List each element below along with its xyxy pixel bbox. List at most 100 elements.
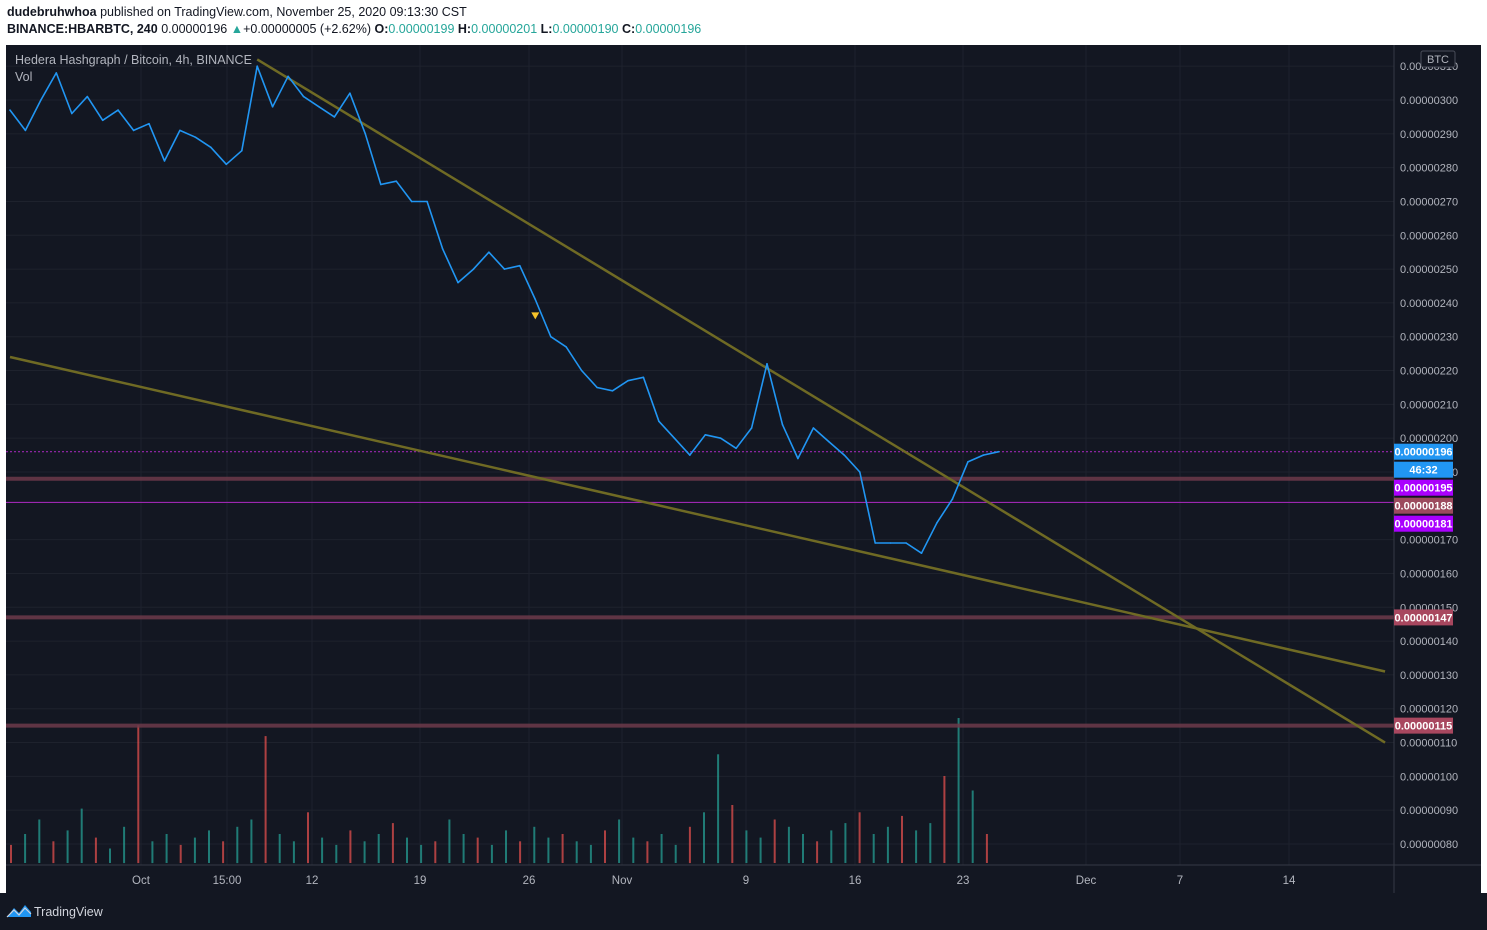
price-point bbox=[704, 434, 707, 436]
price-tick-label: 0.00000110 bbox=[1400, 738, 1457, 750]
volume-bar bbox=[222, 841, 225, 864]
volume-bar bbox=[292, 841, 295, 864]
volume-bar bbox=[773, 819, 776, 863]
open-value: 0.00000199 bbox=[388, 22, 455, 36]
volume-bar bbox=[151, 841, 154, 864]
price-point bbox=[936, 521, 938, 524]
currency-badge-box[interactable] bbox=[1420, 50, 1456, 68]
volume-bar bbox=[250, 819, 253, 863]
price-point bbox=[658, 420, 660, 423]
price-point bbox=[24, 129, 27, 132]
level-badge-box bbox=[1394, 479, 1453, 496]
price-point bbox=[71, 112, 73, 115]
level-badge-box bbox=[1394, 717, 1453, 734]
price-point bbox=[472, 268, 475, 270]
signal-marker bbox=[531, 312, 540, 320]
level-badge-box bbox=[1394, 609, 1453, 626]
price-tick-label: 0.00000210 bbox=[1400, 399, 1458, 411]
volume-bar bbox=[24, 834, 27, 863]
volume-legend: Vol bbox=[15, 70, 32, 84]
price-point bbox=[982, 454, 985, 456]
volume-bar bbox=[52, 841, 55, 864]
price-tick-label: 0.00000080 bbox=[1400, 839, 1458, 851]
currency-badge[interactable]: BTC bbox=[1427, 54, 1449, 66]
price-point bbox=[828, 440, 830, 443]
price-point bbox=[349, 92, 351, 94]
price-point bbox=[859, 471, 861, 473]
volume-bar bbox=[505, 830, 507, 863]
time-tick-label: Dec bbox=[1076, 875, 1097, 887]
publish-header: dudebruhwhoa published on TradingView.co… bbox=[0, 0, 1487, 42]
volume-bar bbox=[886, 826, 889, 864]
volume-bar bbox=[957, 718, 960, 863]
volume-bar bbox=[787, 826, 790, 864]
volume-bar bbox=[420, 844, 423, 863]
volume-bar bbox=[561, 834, 564, 863]
tradingview-brand[interactable]: TradingView bbox=[34, 905, 103, 919]
price-axis: 0.000003100.000003000.000002900.00000280… bbox=[1400, 61, 1458, 851]
price-chart[interactable]: 0.000003100.000003000.000002900.00000280… bbox=[6, 45, 1481, 893]
last-price: 0.00000196 bbox=[161, 22, 228, 36]
price-point bbox=[241, 149, 243, 152]
price-point bbox=[287, 75, 289, 78]
price-point bbox=[874, 542, 876, 544]
time-tick-label: 9 bbox=[743, 875, 749, 887]
volume-bar bbox=[717, 754, 720, 864]
price-tick-label: 0.00000140 bbox=[1400, 636, 1458, 648]
time-tick-label: 16 bbox=[849, 875, 862, 887]
price-point bbox=[132, 129, 135, 132]
price-point bbox=[488, 251, 490, 253]
price-tick-label: 0.00000260 bbox=[1400, 230, 1458, 242]
volume-bar bbox=[363, 841, 366, 864]
price-point bbox=[905, 542, 907, 544]
price-point bbox=[457, 281, 459, 284]
level-badge: 0.00000147 bbox=[1394, 612, 1452, 624]
price-point bbox=[719, 437, 722, 440]
volume-bar bbox=[646, 841, 649, 864]
volume-bar bbox=[335, 844, 338, 863]
volume-bar bbox=[872, 834, 875, 863]
price-point bbox=[951, 498, 954, 500]
price-point bbox=[642, 376, 645, 379]
volume-bar bbox=[109, 848, 111, 863]
price-point bbox=[86, 95, 89, 98]
last-price-badge-box bbox=[1394, 443, 1453, 460]
volume-bar bbox=[434, 841, 437, 864]
volume-bar bbox=[929, 823, 932, 863]
price-point bbox=[889, 542, 892, 544]
price-tick-label: 0.00000230 bbox=[1400, 332, 1458, 344]
volume-bar bbox=[123, 826, 126, 864]
author-name[interactable]: dudebruhwhoa bbox=[7, 5, 97, 19]
volume-bar bbox=[519, 841, 522, 864]
volume-bar bbox=[94, 837, 97, 863]
price-tick-label: 0.00000250 bbox=[1400, 264, 1458, 276]
level-badge-box bbox=[1394, 515, 1453, 532]
volume-bar bbox=[165, 834, 168, 863]
volume-bar bbox=[533, 826, 536, 864]
change-up-icon: ▲ bbox=[230, 22, 244, 36]
price-point bbox=[627, 379, 629, 382]
volume-bar bbox=[731, 805, 734, 863]
volume-bar bbox=[349, 830, 352, 863]
price-point bbox=[812, 427, 815, 429]
price-tick-label: 0.00000120 bbox=[1400, 704, 1458, 716]
chart-frame[interactable]: 0.000003100.000003000.000002900.00000280… bbox=[6, 45, 1481, 893]
volume-bar bbox=[448, 819, 451, 863]
time-tick-label: 26 bbox=[523, 875, 536, 887]
price-point bbox=[179, 129, 181, 132]
price-point bbox=[673, 437, 676, 440]
price-point bbox=[225, 163, 228, 166]
volume-bar bbox=[858, 812, 861, 864]
price-point bbox=[410, 200, 413, 203]
price-point bbox=[519, 264, 521, 267]
tradingview-logo-icon[interactable] bbox=[6, 902, 32, 920]
time-tick-label: Oct bbox=[132, 875, 151, 887]
price-point bbox=[750, 427, 753, 429]
time-tick-label: 23 bbox=[957, 875, 970, 887]
volume-bar bbox=[490, 844, 493, 863]
symbol-interval: BINANCE:HBARBTC, 240 bbox=[7, 22, 158, 36]
volume-bar bbox=[943, 776, 946, 863]
price-point bbox=[565, 346, 567, 348]
price-point bbox=[766, 363, 768, 365]
price-tick-label: 0.00000290 bbox=[1400, 129, 1458, 141]
